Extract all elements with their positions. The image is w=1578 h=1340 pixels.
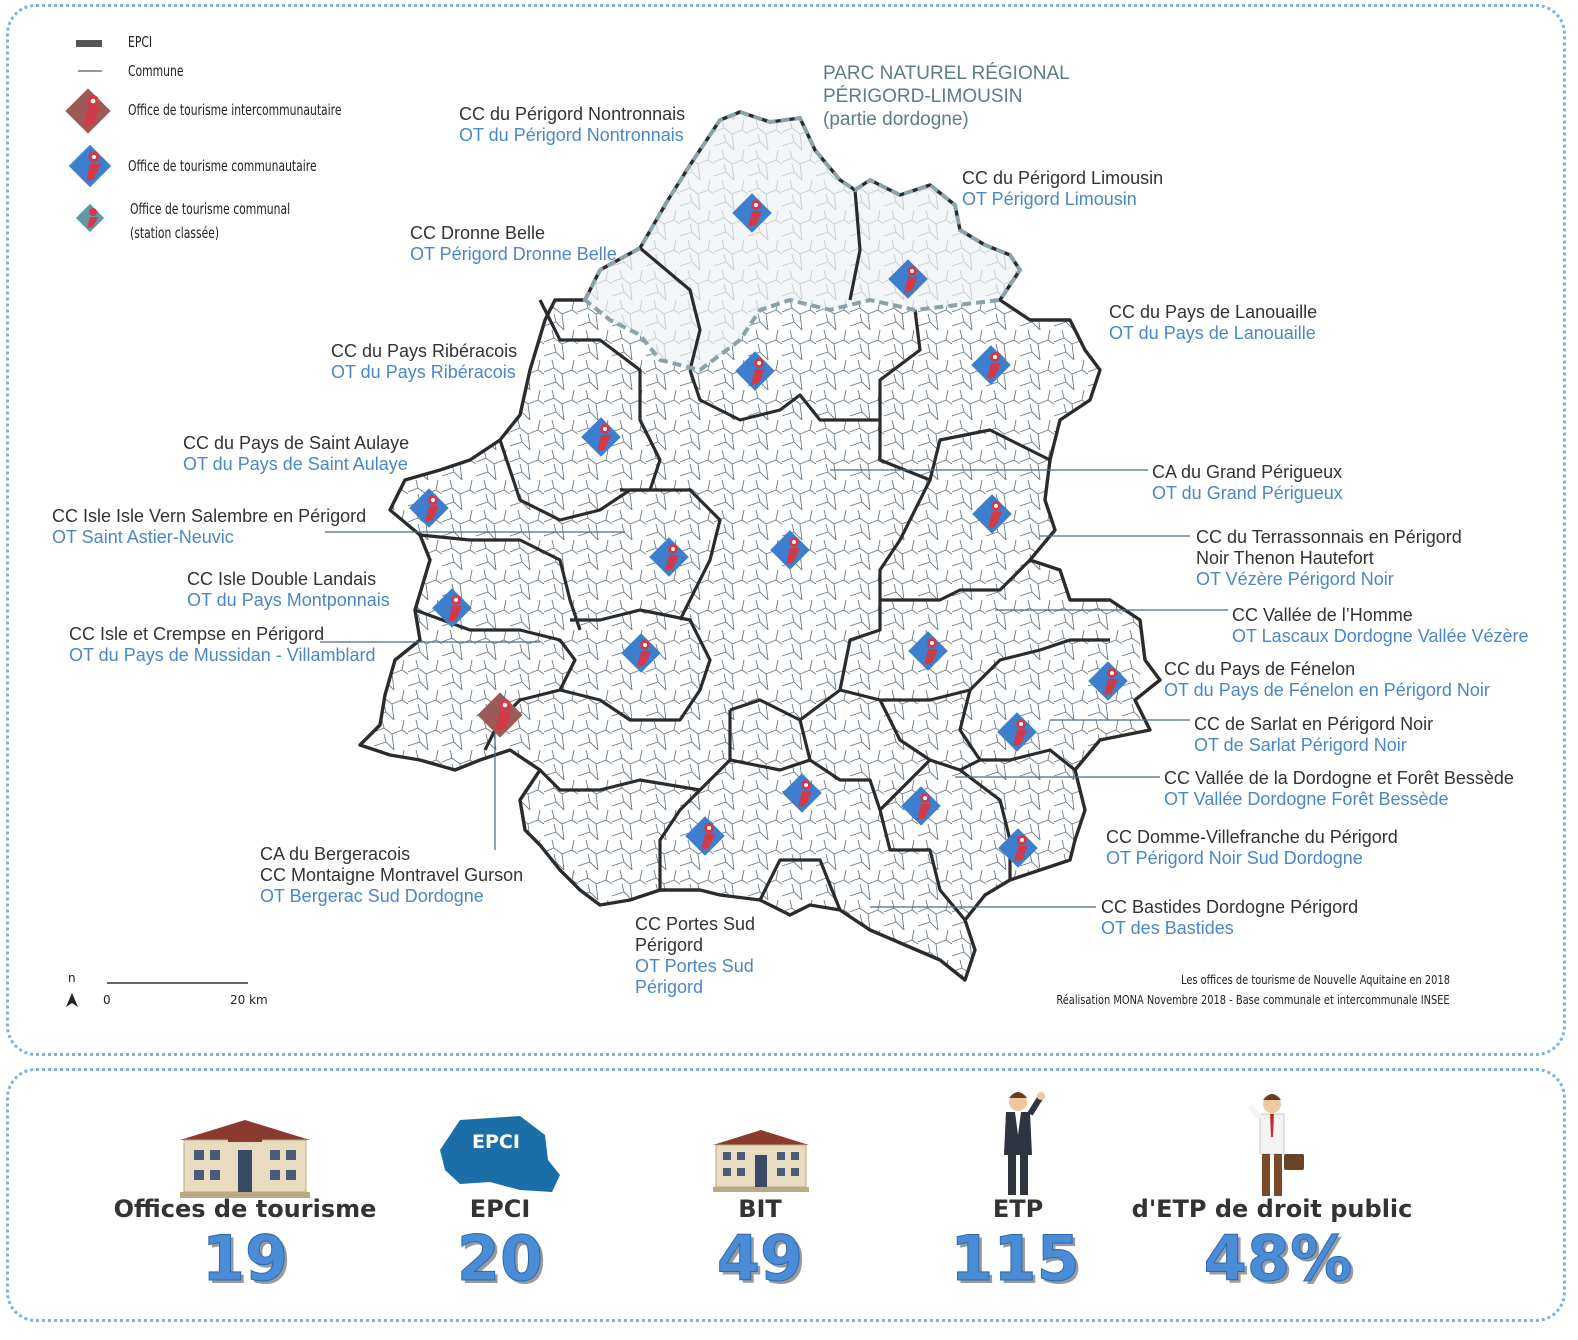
north-label: n — [68, 971, 76, 985]
ot-communautaire-icon — [735, 351, 775, 391]
credit-line1: Les offices de tourisme de Nouvelle Aqui… — [1181, 973, 1450, 987]
north-arrow-icon — [66, 993, 78, 1007]
legend-communal-icon — [75, 203, 105, 233]
label-riberacois: CC du Pays Ribéracois OT du Pays Ribéraco… — [331, 341, 518, 382]
tourism-office-building-icon — [180, 1120, 310, 1198]
stat-label-bit: BIT — [738, 1195, 782, 1223]
label-fenelon: CC du Pays de Fénelon OT du Pays de Fénel… — [1164, 659, 1490, 700]
label-terrassonnais: CC du Terrassonnais en Périgord Noir Then… — [1196, 527, 1462, 589]
dordogne-map — [65, 40, 1228, 1007]
ot-communautaire-icon — [888, 259, 928, 299]
pnr-label: PARC NATUREL RÉGIONAL PÉRIGORD-LIMOUSIN … — [823, 62, 1070, 131]
label-bessede: CC Vallée de la Dordogne et Forêt Bessèd… — [1164, 768, 1514, 809]
legend-communal-label: Office de tourisme communal — [130, 200, 291, 218]
ot-communautaire-icon — [770, 530, 810, 570]
ot-communautaire-icon — [685, 816, 725, 856]
scale-zero: 0 — [103, 993, 111, 1007]
stat-label-epci: EPCI — [469, 1195, 531, 1223]
label-dronne: CC Dronne Belle OT Périgord Dronne Belle — [410, 223, 617, 264]
legend-communautaire-icon — [68, 144, 112, 188]
stat-value-offices: 19 — [201, 1222, 289, 1296]
credit-line2: Réalisation MONA Novembre 2018 - Base co… — [1056, 993, 1450, 1007]
ot-communautaire-icon — [901, 786, 941, 826]
stat-label-etp: ETP — [992, 1195, 1044, 1223]
ot-communautaire-icon — [782, 773, 822, 813]
scale-km: 20 km — [230, 993, 268, 1007]
pnr-line1: PARC NATUREL RÉGIONAL — [823, 63, 1070, 84]
legend-communal-sub: (station classée) — [130, 224, 220, 242]
label-portes-sud: CC Portes Sud Périgord OT Portes Sud Périgo… — [635, 914, 756, 997]
stat-value-epci: 20 — [456, 1222, 544, 1296]
employee-icon — [1004, 1092, 1045, 1195]
ot-communautaire-icon — [621, 633, 661, 673]
label-lanouaille: CC du Pays de Lanouaille OT du Pays de La… — [1109, 302, 1318, 343]
stat-label-etp-public: d'ETP de droit public — [1131, 1195, 1413, 1223]
ot-communautaire-icon — [732, 193, 772, 233]
legend-intercom-label: Office de tourisme intercommunautaire — [128, 101, 342, 119]
leader-lines — [320, 469, 1228, 908]
epci-icon-text: EPCI — [472, 1131, 520, 1153]
label-grand-perigueux: CA du Grand Périgueux OT du Grand Périgue… — [1152, 462, 1343, 503]
label-crempse: CC Isle et Crempse en Périgord OT du Pays… — [69, 624, 376, 665]
bit-building-icon — [713, 1130, 809, 1192]
stat-label-offices: Offices de tourisme — [113, 1195, 377, 1223]
label-sarlat: CC de Sarlat en Périgord Noir OT de Sarla… — [1194, 714, 1434, 755]
stats-icons: EPCI — [180, 1092, 1304, 1198]
employee-briefcase-icon — [1247, 1094, 1304, 1196]
legend-intercom-icon — [65, 88, 111, 134]
label-limousin: CC du Périgord Limousin OT Périgord Limou… — [962, 168, 1164, 209]
ot-communautaire-icon — [581, 417, 621, 457]
legend-epci-label: EPCI — [128, 33, 153, 51]
label-domme: CC Domme-Villefranche du Périgord OT Péri… — [1106, 827, 1398, 868]
pnr-line2: PÉRIGORD-LIMOUSIN — [823, 86, 1023, 107]
ot-communautaire-icon — [972, 494, 1012, 534]
label-saint-aulaye: CC du Pays de Saint Aulaye OT du Pays de … — [183, 433, 410, 474]
ot-communautaire-icon — [908, 631, 948, 671]
legend-epci-swatch — [76, 40, 102, 47]
label-isle-vern: CC Isle Isle Vern Salembre en Périgord OT… — [52, 506, 367, 547]
label-double-landais: CC Isle Double Landais OT du Pays Montpon… — [187, 569, 390, 610]
pnr-line3: (partie dordogne) — [823, 109, 969, 130]
stat-value-etp-public: 48% — [1203, 1222, 1353, 1296]
legend-communautaire-label: Office de tourisme communautaire — [128, 157, 317, 175]
ot-communautaire-icon — [432, 588, 472, 628]
stat-value-etp: 115 — [950, 1222, 1080, 1296]
label-vallee-homme: CC Vallée de l’Homme OT Lascaux Dordogne … — [1232, 605, 1529, 646]
stat-value-bit: 49 — [716, 1222, 804, 1296]
ot-communautaire-icon — [971, 345, 1011, 385]
legend-commune-label: Commune — [128, 62, 184, 80]
pnr-boundary — [582, 109, 1023, 373]
ot-communautaire-icon — [649, 537, 689, 577]
label-bastides: CC Bastides Dordogne Périgord OT des Bast… — [1101, 897, 1359, 938]
label-nontronnais: CC du Périgord Nontronnais OT du Périgord… — [459, 104, 686, 145]
label-bergeracois: CA du Bergeracois CC Montaigne Montravel … — [260, 844, 524, 906]
epci-map-shape-icon: EPCI — [440, 1116, 560, 1192]
